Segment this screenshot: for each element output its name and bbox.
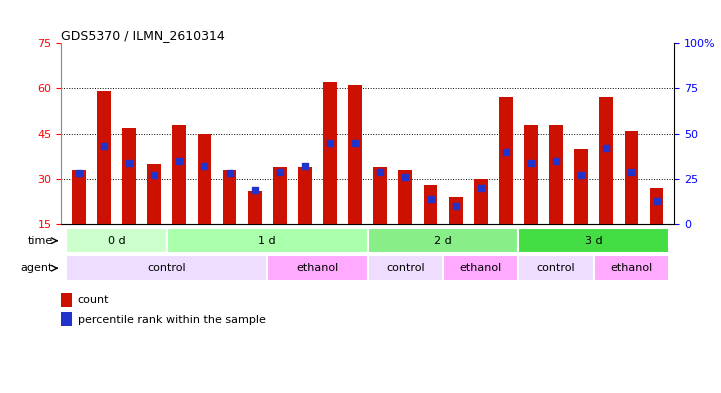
Bar [61, 312, 72, 326]
Text: agent: agent [20, 263, 53, 273]
Point [350, 140, 361, 146]
Bar [66, 255, 267, 281]
Bar [172, 125, 186, 224]
Bar [448, 197, 463, 224]
Point [98, 143, 110, 149]
Bar [167, 228, 368, 253]
Bar [499, 97, 513, 224]
Point [73, 170, 84, 176]
Bar [267, 255, 368, 281]
Point [550, 158, 562, 164]
Bar [147, 164, 161, 224]
Point [651, 197, 663, 204]
Bar [248, 191, 262, 224]
Bar [61, 293, 72, 307]
Bar [298, 167, 311, 224]
Point [425, 196, 436, 202]
Bar [122, 128, 136, 224]
Bar [273, 167, 287, 224]
Bar [518, 228, 669, 253]
Bar [624, 130, 638, 224]
Bar [518, 255, 594, 281]
Point [149, 172, 160, 178]
Point [575, 172, 587, 178]
Bar [368, 228, 518, 253]
Text: control: control [386, 263, 425, 273]
Bar [424, 185, 438, 224]
Point [123, 160, 135, 166]
Text: control: control [148, 263, 186, 273]
Point [224, 170, 235, 176]
Bar [368, 255, 443, 281]
Text: count: count [78, 295, 109, 305]
Bar [348, 85, 362, 224]
Text: 0 d: 0 d [107, 236, 125, 246]
Bar [97, 92, 111, 224]
Bar [443, 255, 518, 281]
Point [274, 169, 286, 175]
Text: control: control [536, 263, 575, 273]
Point [475, 185, 487, 191]
Text: 1 d: 1 d [258, 236, 276, 246]
Point [324, 140, 336, 146]
Point [525, 160, 536, 166]
Bar [599, 97, 614, 224]
Bar [323, 83, 337, 224]
Bar [549, 125, 563, 224]
Bar [198, 134, 211, 224]
Point [601, 145, 612, 151]
Bar [594, 255, 669, 281]
Point [500, 149, 512, 155]
Point [626, 169, 637, 175]
Bar [399, 170, 412, 224]
Text: GDS5370 / ILMN_2610314: GDS5370 / ILMN_2610314 [61, 29, 225, 42]
Point [299, 163, 311, 169]
Text: ethanol: ethanol [610, 263, 653, 273]
Text: time: time [27, 236, 53, 246]
Bar [524, 125, 538, 224]
Text: 3 d: 3 d [585, 236, 603, 246]
Point [249, 187, 260, 193]
Bar [650, 188, 663, 224]
Bar [575, 149, 588, 224]
Text: 2 d: 2 d [434, 236, 452, 246]
Text: ethanol: ethanol [459, 263, 502, 273]
Bar [373, 167, 387, 224]
Bar [223, 170, 236, 224]
Bar [66, 228, 167, 253]
Bar [72, 170, 86, 224]
Point [399, 174, 411, 180]
Point [450, 203, 461, 209]
Point [199, 163, 211, 169]
Text: percentile rank within the sample: percentile rank within the sample [78, 314, 265, 325]
Text: ethanol: ethanol [296, 263, 339, 273]
Point [174, 158, 185, 164]
Point [374, 169, 386, 175]
Bar [474, 179, 487, 224]
